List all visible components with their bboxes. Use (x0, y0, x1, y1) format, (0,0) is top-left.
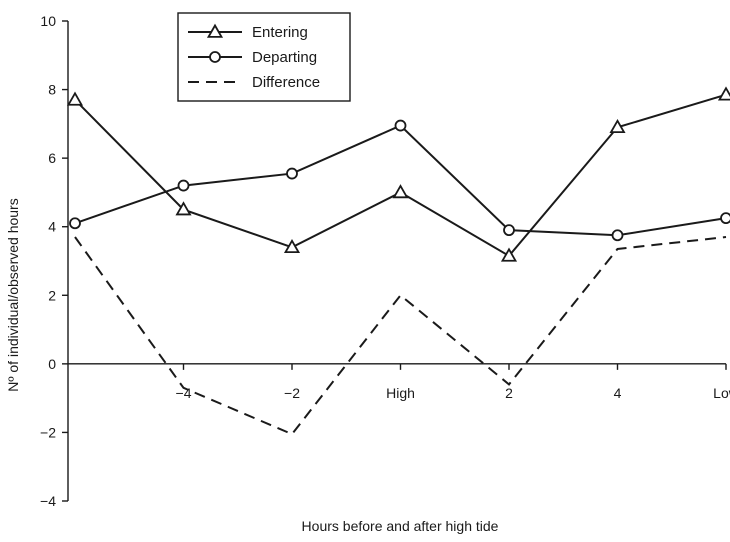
axes (67, 21, 726, 501)
data-point-entering (175, 201, 192, 216)
series-departing (69, 119, 730, 242)
series-layer (66, 86, 730, 436)
legend-label-departing: Departing (252, 49, 317, 66)
y-tick-label: 0 (48, 356, 56, 372)
x-axis-label: Hours before and after high tide (302, 518, 499, 534)
y-tick-label: 10 (40, 13, 56, 29)
x-axis-ticks: −4−2High24Low (176, 363, 730, 401)
series-line-difference (74, 236, 727, 436)
legend-entry-departing: Departing (188, 49, 317, 66)
y-tick-label: 8 (48, 82, 56, 98)
x-tick-label: −2 (284, 385, 300, 401)
legend: Entering Departing Difference (177, 12, 351, 102)
legend-entry-entering: Entering (188, 23, 308, 41)
data-point-departing (720, 212, 730, 225)
legend-label-difference: Difference (252, 74, 320, 91)
legend-entry-difference: Difference (188, 74, 320, 91)
x-tick-label: High (386, 385, 415, 401)
data-point-departing (611, 229, 624, 242)
data-point-departing (503, 224, 515, 237)
series-difference (74, 236, 727, 436)
data-point-entering (283, 238, 301, 254)
series-line-entering (74, 93, 727, 258)
data-point-departing (286, 167, 298, 180)
y-tick-label: 4 (48, 219, 56, 235)
y-tick-label: −2 (40, 424, 56, 440)
data-point-departing (394, 119, 407, 132)
x-tick-label: Low (713, 385, 730, 401)
x-tick-label: 2 (505, 385, 513, 401)
y-axis-label: Nº of individual/observed hours (5, 198, 21, 391)
x-tick-label: 4 (614, 385, 622, 401)
y-tick-label: −4 (40, 493, 56, 509)
data-point-departing (69, 217, 81, 230)
series-entering (66, 86, 730, 262)
y-tick-label: 6 (48, 150, 56, 166)
y-axis-ticks: −4 −2 0 2 4 6 8 10 (40, 13, 68, 509)
data-point-entering (392, 184, 409, 199)
legend-label-entering: Entering (252, 24, 308, 41)
y-tick-label: 2 (48, 287, 56, 303)
series-line-departing (74, 124, 727, 237)
data-point-entering (717, 86, 730, 101)
data-point-entering (66, 91, 84, 106)
data-point-departing (177, 179, 190, 192)
data-point-entering (609, 118, 626, 134)
legend-marker-entering (206, 23, 224, 38)
legend-marker-departing (209, 51, 221, 63)
data-point-entering (500, 247, 518, 262)
